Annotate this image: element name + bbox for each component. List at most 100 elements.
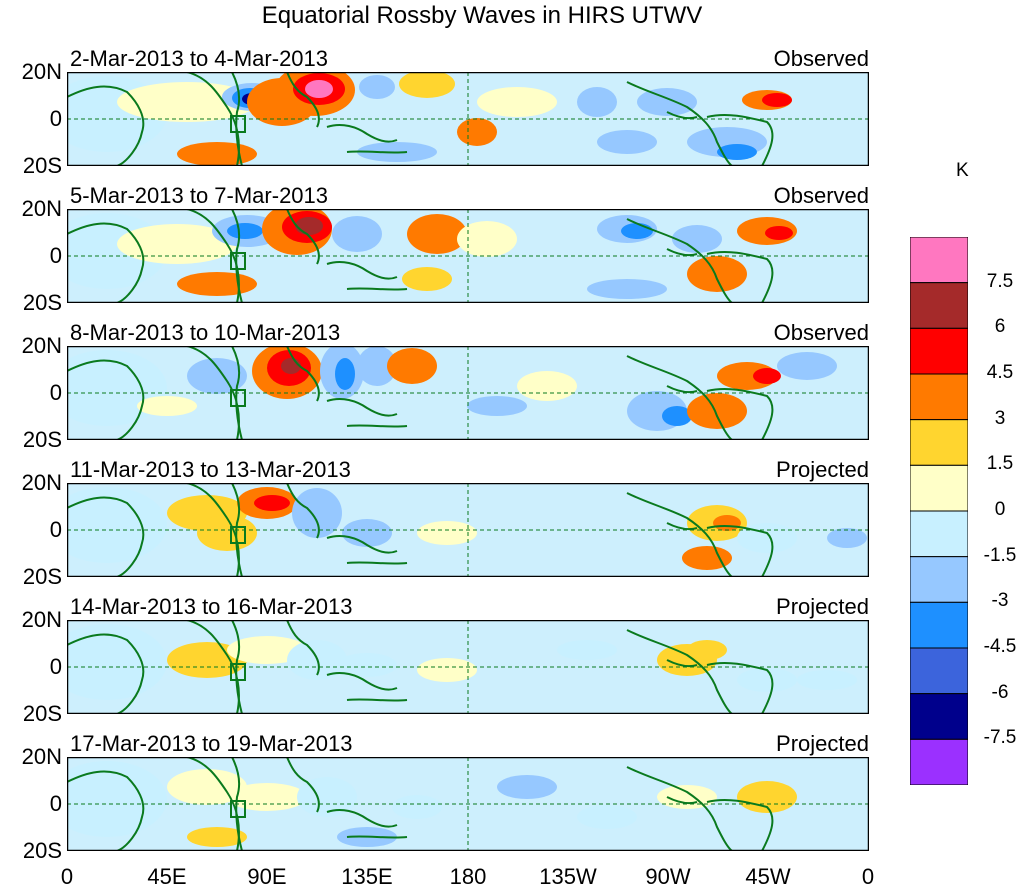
- anomaly-contour: [517, 371, 577, 401]
- panel-type-label: Observed: [773, 320, 869, 345]
- colorbar-level-label: 7.5: [986, 270, 1014, 292]
- coastline: [286, 209, 320, 265]
- anomaly-contour: [337, 653, 397, 677]
- coastline: [231, 483, 243, 577]
- coastline: [666, 522, 698, 531]
- map-panel: 11-Mar-2013 to 13-Mar-2013 Projected 20N 0 2…: [0, 457, 1024, 598]
- y-tick-label: 20N: [21, 333, 62, 358]
- y-tick-label: 20S: [22, 701, 62, 726]
- colorbar-swatch: [910, 556, 968, 603]
- anomaly-contour: [407, 214, 467, 254]
- anomaly-contour: [187, 827, 247, 847]
- coastline: [346, 698, 408, 702]
- y-tick-label: 20S: [22, 564, 62, 589]
- y-tick-label: 0: [49, 380, 62, 405]
- x-tick-label: 135E: [341, 864, 393, 889]
- anomaly-contour: [417, 658, 477, 682]
- anomaly-contour: [477, 87, 557, 117]
- x-tick-label: 0: [60, 864, 74, 889]
- colorbar-level-label: 3: [994, 407, 1006, 429]
- colorbar-swatch: [910, 419, 968, 466]
- x-tick-label: 45E: [147, 864, 187, 889]
- panel-type-label: Projected: [776, 457, 869, 482]
- y-tick-label: 0: [49, 106, 62, 131]
- anomaly-contour: [295, 217, 323, 235]
- chart-title: Equatorial Rossby Waves in HIRS UTWV: [261, 2, 703, 29]
- y-tick-label: 0: [49, 791, 62, 816]
- anomaly-contour: [399, 72, 455, 98]
- map-frame: [67, 757, 869, 851]
- coastline: [666, 796, 698, 805]
- coastline: [186, 483, 240, 577]
- anomaly-contour: [187, 358, 247, 394]
- anomaly-contour: [497, 775, 557, 799]
- anomaly-contour: [587, 279, 667, 299]
- anomaly-map: [67, 620, 869, 714]
- coastline: [67, 633, 145, 714]
- anomaly-map: [67, 483, 869, 577]
- anomaly-map: [67, 346, 869, 440]
- coastline: [231, 757, 243, 851]
- anomaly-contour: [387, 348, 437, 384]
- panel-type-label: Projected: [776, 594, 869, 619]
- anomaly-contour: [777, 352, 837, 380]
- coastline: [286, 483, 320, 539]
- coastline: [706, 250, 774, 303]
- coastline: [626, 355, 733, 440]
- anomaly-contour: [417, 521, 477, 545]
- anomaly-contour: [717, 144, 757, 160]
- coastline: [706, 387, 774, 440]
- panel-date: 11-Mar-2013 to 13-Mar-2013: [70, 457, 351, 482]
- map-panel: 2-Mar-2013 to 4-Mar-2013 Observed 20N 0 20S: [0, 46, 1024, 187]
- anomaly-contour: [765, 226, 793, 240]
- panel-date: 17-Mar-2013 to 19-Mar-2013: [70, 731, 353, 756]
- anomaly-contour: [737, 781, 797, 813]
- colorbar-level-label: 1.5: [986, 453, 1014, 475]
- colorbar-swatch: [910, 282, 968, 329]
- anomaly-contour: [597, 130, 657, 154]
- region-box: [230, 252, 246, 270]
- map-panel: 17-Mar-2013 to 19-Mar-2013 Projected 20N 0 2…: [0, 731, 1024, 872]
- coastline: [706, 798, 774, 851]
- map-frame: [67, 209, 869, 303]
- anomaly-contour: [254, 495, 290, 511]
- colorbar-level-label: -4.5: [983, 636, 1017, 657]
- anomaly-contour: [687, 393, 747, 429]
- region-box: [230, 663, 246, 681]
- anomaly-contour: [197, 515, 257, 551]
- anomaly-contour: [657, 785, 717, 809]
- region-box: [230, 800, 246, 818]
- coastline: [326, 672, 398, 691]
- colorbar-swatch: [910, 373, 968, 421]
- coastline: [666, 111, 698, 120]
- colorbar-swatch: [910, 693, 968, 740]
- anomaly-contour: [332, 216, 382, 252]
- anomaly-contour: [335, 358, 355, 390]
- coastline: [666, 248, 698, 257]
- colorbar-swatch: [910, 647, 968, 695]
- coastline: [346, 150, 408, 154]
- anomaly-contour: [713, 515, 741, 531]
- y-tick-label: 0: [49, 517, 62, 542]
- anomaly-contour: [457, 221, 517, 257]
- colorbar-unit: K: [956, 160, 969, 181]
- coastline: [706, 113, 774, 166]
- coastline: [186, 757, 240, 851]
- coastline: [286, 72, 320, 128]
- coastline: [231, 72, 243, 166]
- map-frame: [67, 483, 869, 577]
- y-tick-label: 0: [49, 243, 62, 268]
- colorbar-level-label: 0: [994, 499, 1006, 520]
- coastline: [67, 85, 145, 166]
- coastline: [186, 620, 240, 714]
- colorbar-level-label: -6: [991, 681, 1009, 703]
- coastline: [706, 661, 774, 714]
- panel-type-label: Projected: [776, 731, 869, 756]
- anomaly-contour: [762, 93, 792, 107]
- colorbar-level-label: -1.5: [983, 544, 1017, 566]
- colorbar-level-label: 6: [994, 316, 1006, 338]
- x-tick-label: 135W: [539, 864, 597, 889]
- colorbar-swatch: [910, 327, 968, 375]
- anomaly-contour: [402, 267, 452, 291]
- anomaly-contour: [227, 223, 263, 239]
